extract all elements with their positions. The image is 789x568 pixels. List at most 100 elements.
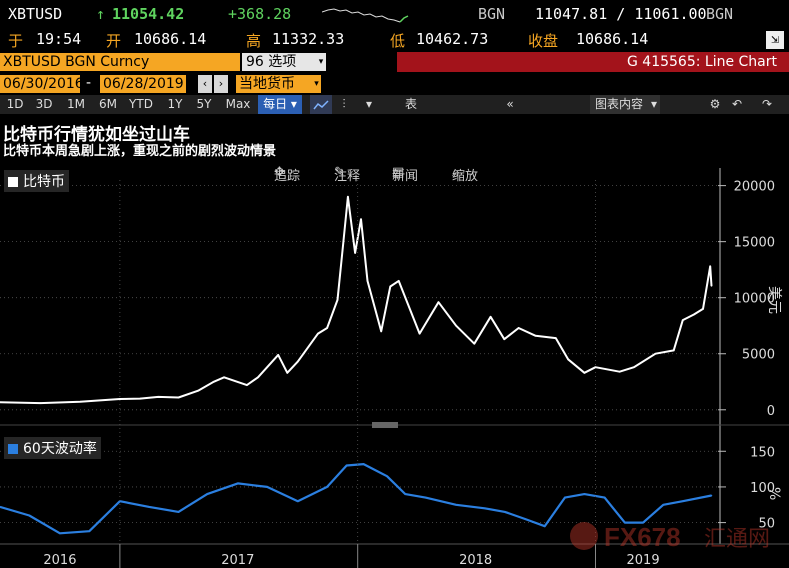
panel-resize-handle (372, 422, 398, 428)
vol-data-point (237, 482, 239, 485)
next-period-icon[interactable]: › (214, 75, 228, 93)
source-bgn-left: BGN (478, 5, 506, 23)
price-data-point (583, 372, 586, 374)
price-data-point (296, 360, 299, 363)
bar-chart-icon[interactable]: ⫶ (342, 97, 346, 111)
price-data-point (317, 332, 319, 335)
vol-data-point (662, 503, 665, 506)
vol-tick-label: 100 (750, 481, 775, 496)
options-number: 96 (246, 54, 264, 70)
redo-icon[interactable]: ↷ (761, 97, 773, 111)
period-6m-button[interactable]: 6M (99, 97, 117, 111)
vol-data-point (177, 511, 180, 513)
ohlc-row: 于 19:54 开 10686.14 高 11332.33 低 10462.73… (0, 28, 789, 52)
options-caret-icon[interactable]: ▾ (317, 53, 325, 71)
source-bgn-right: BGN (706, 5, 734, 23)
x-tick-label: 2017 (221, 553, 254, 568)
watermark-cn: 汇通网 (704, 527, 770, 552)
chart-type-caret-icon[interactable]: ▾ (365, 97, 373, 111)
period-1m-button[interactable]: 1M (67, 97, 85, 111)
period-ytd-button[interactable]: YTD (129, 97, 153, 111)
price-data-point (326, 327, 328, 329)
frequency-select[interactable]: 每日 ▾ (258, 95, 302, 114)
price-data-point (554, 337, 557, 339)
annotate-label: 注释 (334, 169, 361, 184)
export-icon[interactable]: ⇲ (766, 31, 784, 49)
undo-icon[interactable]: ↶ (731, 97, 743, 111)
watermark-text: FX678 (604, 522, 681, 552)
chart-content-button[interactable]: 图表内容 (590, 95, 648, 114)
vol-data-point (642, 521, 644, 524)
start-date-input[interactable]: 06/30/2016 (0, 75, 84, 93)
ticker: XBTUSD (8, 5, 63, 23)
vol-data-point (88, 530, 91, 532)
prev-period-icon[interactable]: ‹ (198, 75, 212, 93)
price-data-point (710, 285, 713, 287)
table-button[interactable]: 表 (404, 97, 417, 111)
period-3d-button[interactable]: 3D (35, 97, 53, 111)
price-data-point (336, 299, 339, 301)
price-data-point (693, 313, 695, 316)
period-1d-button[interactable]: 1D (6, 97, 24, 111)
price-data-point (366, 280, 369, 282)
vol-legend-swatch (8, 444, 18, 454)
price-data-point (702, 308, 704, 310)
price-data-point (177, 396, 180, 399)
price-data-point (633, 366, 635, 368)
price-data-point (119, 398, 121, 400)
price-data-point (79, 400, 81, 403)
price-data-point (360, 218, 362, 221)
vol-data-point (362, 463, 365, 465)
options-menu[interactable]: 96 选项 (242, 53, 326, 71)
security-field[interactable]: XBTUSD BGN Curncy (0, 53, 240, 71)
currency-caret-icon[interactable]: ▾ (312, 75, 321, 93)
close-value: 10686.14 (576, 30, 649, 48)
currency-select[interactable]: 当地货币 (236, 75, 316, 93)
end-date-input[interactable]: 06/28/2019 (100, 75, 186, 93)
vol-data-point (28, 514, 31, 517)
price-data-point (455, 324, 457, 327)
price-data-point (567, 358, 569, 361)
chart-toolbar: 1D 3D 1M 6M YTD 1Y 5Y Max 每日 ▾ ⫶ ▾ 表 « 图… (0, 95, 789, 114)
vol-data-point (583, 493, 586, 495)
price-data-point (618, 370, 621, 373)
price-legend-label: 比特币 (23, 174, 65, 190)
line-chart-icon[interactable] (310, 95, 332, 114)
price-tick-label: 0 (767, 404, 775, 419)
period-max-button[interactable]: Max (225, 97, 251, 111)
up-arrow-icon: ↑ (96, 5, 106, 23)
vol-tick-label: 50 (758, 517, 775, 532)
vol-series-line (0, 463, 712, 535)
period-1y-button[interactable]: 1Y (167, 97, 183, 111)
price-data-point (197, 389, 199, 392)
price-data-point (594, 366, 597, 368)
period-5y-button[interactable]: 5Y (196, 97, 212, 111)
price-data-point (709, 265, 711, 268)
price-data-point (672, 349, 675, 352)
price-data-point (347, 196, 349, 198)
vol-data-point (682, 500, 684, 503)
price-data-point (257, 376, 259, 379)
collapse-icon[interactable]: « (506, 97, 514, 111)
chart-content-caret-icon[interactable]: ▾ (648, 95, 660, 114)
price-data-point (212, 380, 215, 383)
settings-gear-icon[interactable]: ⚙ (709, 97, 721, 111)
vol-data-point (59, 532, 61, 535)
chart-subtitle: 比特币本周急剧上涨，重现之前的剧烈波动情景 (3, 144, 277, 159)
vol-data-point (404, 493, 407, 495)
pencil-icon: ✎ (334, 165, 345, 180)
vol-data-point (524, 518, 526, 520)
vol-data-point (296, 500, 299, 503)
frequency-caret-icon: ▾ (290, 97, 297, 111)
price-series-line (0, 195, 713, 405)
open-value: 10686.14 (134, 30, 207, 48)
options-label: 选项 (268, 54, 297, 70)
function-bar: G 415565: Line Chart (397, 52, 789, 72)
price-data-point (342, 240, 345, 243)
price-change: +368.28 (228, 5, 292, 23)
last-price: 11054.42 (112, 5, 185, 23)
vol-tick-label: 150 (750, 445, 775, 460)
vol-data-point (345, 464, 348, 467)
vol-data-point (148, 506, 151, 508)
price-data-point (473, 342, 476, 345)
